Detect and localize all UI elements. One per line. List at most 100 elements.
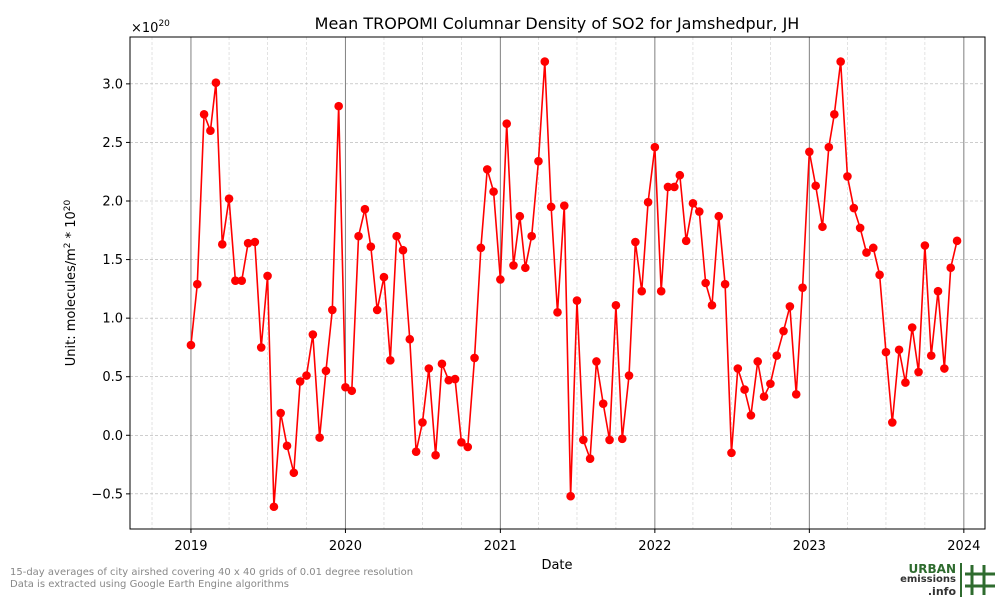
footnote-line-2: Data is extracted using Google Earth Eng… — [10, 579, 289, 590]
data-point — [572, 296, 582, 305]
data-point — [875, 270, 884, 280]
data-point — [211, 78, 221, 87]
data-point — [727, 448, 736, 458]
data-point — [256, 343, 266, 352]
data-point — [605, 435, 614, 445]
data-point — [585, 454, 595, 464]
data-point — [199, 110, 209, 119]
data-point — [694, 207, 704, 216]
data-point — [341, 382, 350, 392]
data-point — [366, 242, 376, 251]
x-axis: 2019 2020 2021 2022 2023 2024 — [174, 529, 980, 554]
data-point — [476, 243, 486, 253]
data-point — [791, 389, 801, 399]
data-point — [559, 201, 569, 210]
x-tick-label: 2023 — [793, 539, 826, 554]
data-point — [855, 223, 865, 233]
y-axis-label: Unit: molecules/m2 * 1020 — [63, 199, 79, 366]
data-point — [888, 418, 897, 427]
hash-logo-icon — [960, 563, 995, 597]
data-point — [302, 371, 311, 380]
data-point — [276, 408, 285, 418]
data-point — [675, 170, 685, 180]
data-point — [360, 204, 370, 214]
chart-title: Mean TROPOMI Columnar Density of SO2 for… — [315, 14, 800, 33]
data-point — [321, 366, 331, 376]
data-point — [521, 263, 530, 273]
data-point — [701, 278, 710, 288]
data-point — [334, 101, 343, 111]
data-point — [502, 119, 512, 128]
data-point — [509, 261, 518, 270]
data-point — [289, 468, 299, 478]
y-tick-label: 2.5 — [102, 136, 123, 151]
data-point — [637, 286, 647, 296]
data-point — [424, 364, 434, 373]
data-point — [217, 240, 227, 249]
data-point — [379, 272, 389, 282]
data-point — [431, 450, 440, 460]
plot-frame — [129, 36, 986, 530]
data-point — [437, 359, 447, 369]
logo-line-2: emissions — [900, 574, 956, 585]
data-point — [515, 211, 525, 221]
data-point — [263, 271, 272, 281]
data-point — [463, 442, 473, 452]
data-point — [663, 182, 673, 192]
data-point — [914, 367, 923, 377]
data-point — [940, 364, 949, 373]
series-line — [186, 57, 962, 512]
year-lines — [190, 37, 965, 529]
data-point — [952, 236, 962, 246]
data-point — [546, 202, 556, 212]
data-point — [805, 147, 814, 157]
data-point — [418, 418, 427, 427]
data-point — [811, 181, 820, 191]
urban-emissions-logo: URBAN emissions .info — [898, 562, 998, 598]
data-point — [496, 275, 505, 284]
data-point — [759, 392, 769, 401]
data-point — [843, 172, 852, 181]
data-point — [785, 302, 795, 311]
data-point — [527, 231, 536, 241]
data-point — [540, 57, 550, 66]
data-point — [470, 353, 479, 363]
data-point — [894, 345, 904, 355]
data-point — [946, 263, 956, 273]
data-point — [489, 187, 498, 196]
data-point — [282, 441, 292, 451]
data-point — [592, 357, 601, 366]
data-point — [231, 276, 240, 285]
data-point — [192, 279, 202, 289]
data-point — [398, 245, 408, 255]
data-point — [753, 357, 763, 366]
data-point — [405, 334, 415, 344]
y-tick-label: 3.0 — [102, 77, 123, 92]
data-point — [746, 411, 756, 420]
data-point — [566, 491, 575, 501]
data-point — [482, 165, 492, 174]
data-point — [457, 438, 466, 447]
data-point — [920, 241, 930, 250]
data-point — [881, 347, 891, 357]
data-point — [643, 197, 653, 207]
series-polyline — [190, 61, 958, 507]
x-tick-label: 2020 — [329, 539, 362, 554]
data-point — [650, 142, 660, 152]
data-point — [926, 351, 936, 360]
data-point — [862, 248, 871, 257]
data-point — [372, 305, 382, 315]
footnote-line-1: 15-day averages of city airshed covering… — [10, 567, 414, 578]
x-tick-label: 2022 — [638, 539, 671, 554]
data-point — [670, 182, 679, 192]
data-point — [611, 300, 621, 310]
data-point — [315, 433, 324, 442]
data-point — [354, 231, 363, 241]
data-point — [237, 276, 247, 285]
data-point — [772, 351, 782, 360]
y-tick-label: 0.0 — [102, 429, 123, 444]
data-point — [450, 374, 460, 384]
data-point — [411, 447, 421, 456]
data-point — [707, 300, 717, 310]
data-point — [206, 126, 215, 136]
